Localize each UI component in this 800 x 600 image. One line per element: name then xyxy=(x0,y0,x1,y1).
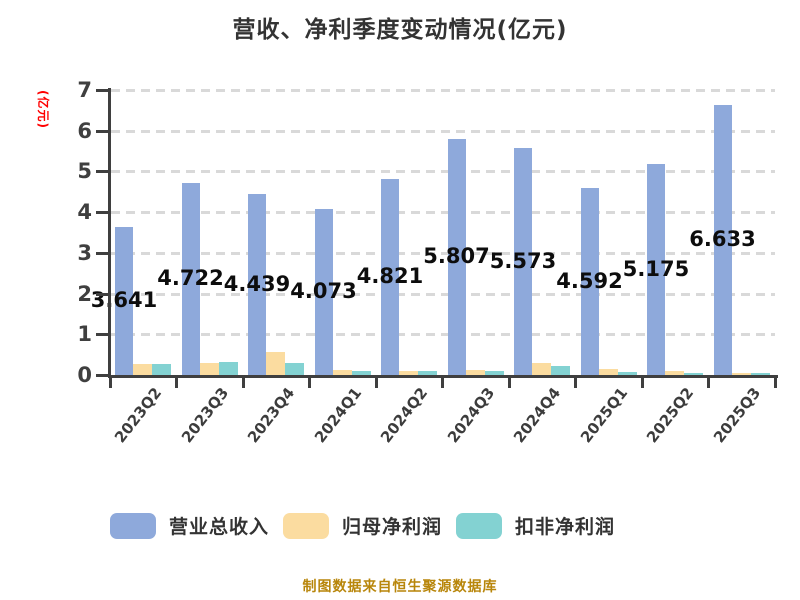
bar-营业总收入-2024Q1 xyxy=(314,209,333,375)
x-axis-tick-10 xyxy=(773,375,777,388)
value-label-2024Q2: 4.821 xyxy=(356,263,424,288)
x-category-label-2024Q2: 2024Q2 xyxy=(377,384,432,447)
bar-归母净利润-2024Q1 xyxy=(332,370,352,375)
bar-营业总收入-2024Q3 xyxy=(447,138,466,375)
x-axis-tick-2 xyxy=(241,375,245,388)
bar-扣非净利润-2024Q2 xyxy=(418,371,437,375)
x-axis-tick-8 xyxy=(640,375,644,388)
gridline-y7 xyxy=(111,89,775,92)
bar-扣非净利润-2023Q4 xyxy=(285,362,304,375)
bar-归母净利润-2024Q3 xyxy=(465,370,485,375)
y-tick-label-1: 1 xyxy=(77,322,92,347)
y-axis-line xyxy=(108,88,111,378)
y-tick-label-4: 4 xyxy=(77,200,92,225)
bar-营业总收入-2025Q3 xyxy=(713,104,732,375)
bar-扣非净利润-2023Q2 xyxy=(152,363,171,375)
x-category-label-2025Q1: 2025Q1 xyxy=(576,384,631,447)
y-axis-tick-7 xyxy=(96,89,108,92)
legend-label-revenue: 营业总收入 xyxy=(169,516,270,538)
value-label-2025Q3: 6.633 xyxy=(689,226,756,251)
value-label-2023Q3: 4.722 xyxy=(157,265,224,290)
bar-营业总收入-2023Q3 xyxy=(181,182,200,375)
bar-归母净利润-2025Q2 xyxy=(665,371,684,375)
y-tick-label-6: 6 xyxy=(77,118,92,143)
data-source-note: 制图数据来自恒生聚源数据库 xyxy=(302,579,498,595)
gridline-y5 xyxy=(111,170,775,174)
value-label-2025Q1: 4.592 xyxy=(556,268,623,293)
bar-营业总收入-2025Q2 xyxy=(647,164,665,375)
bar-归母净利润-2023Q3 xyxy=(199,362,219,375)
value-label-2024Q3: 5.807 xyxy=(423,243,490,268)
bar-扣非净利润-2025Q1 xyxy=(617,372,637,375)
x-axis-tick-3 xyxy=(308,375,311,388)
gridline-y3 xyxy=(111,251,775,255)
x-axis-tick-1 xyxy=(175,375,178,388)
x-category-label-2024Q3: 2024Q3 xyxy=(443,384,498,447)
bar-扣非净利润-2023Q3 xyxy=(218,362,238,375)
x-axis-line xyxy=(108,375,778,378)
y-axis-tick-0 xyxy=(96,374,108,377)
bar-营业总收入-2024Q4 xyxy=(514,148,532,375)
legend-label-net-profit: 归母净利润 xyxy=(341,516,442,538)
value-label-2024Q4: 5.573 xyxy=(489,248,557,273)
value-label-2024Q1: 4.073 xyxy=(290,279,357,304)
y-axis-tick-1 xyxy=(96,333,108,337)
x-category-label-2024Q1: 2024Q1 xyxy=(310,384,365,447)
deducted-profit-series-swatch xyxy=(455,512,502,539)
x-axis-tick-9 xyxy=(707,375,710,388)
bar-扣非净利润-2024Q1 xyxy=(351,371,371,375)
y-axis-tick-3 xyxy=(96,251,108,255)
x-category-label-2023Q2: 2023Q2 xyxy=(111,384,166,447)
bar-归母净利润-2023Q4 xyxy=(266,351,285,375)
y-tick-label-2: 2 xyxy=(77,281,92,306)
revenue-series-swatch xyxy=(110,512,156,539)
net-profit-series-swatch xyxy=(282,512,329,539)
legend: 营业总收入 归母净利润 扣非净利润 xyxy=(110,512,615,539)
x-axis-tick-0 xyxy=(108,375,112,388)
bar-扣非净利润-2024Q4 xyxy=(551,366,570,375)
bar-扣非净利润-2024Q3 xyxy=(484,370,504,375)
x-category-label-2025Q3: 2025Q3 xyxy=(709,384,764,447)
bar-归母净利润-2025Q3 xyxy=(731,372,751,375)
legend-item-net-profit: 归母净利润 xyxy=(282,512,442,539)
x-category-label-2023Q3: 2023Q3 xyxy=(177,384,232,447)
value-label-2025Q2: 5.175 xyxy=(622,256,690,281)
bar-营业总收入-2024Q2 xyxy=(381,178,399,375)
bar-归母净利润-2024Q2 xyxy=(399,370,418,375)
bar-归母净利润-2025Q1 xyxy=(598,368,618,375)
value-label-2023Q2: 3.641 xyxy=(90,287,158,312)
bar-扣非净利润-2025Q3 xyxy=(750,373,770,375)
legend-label-deducted-profit: 扣非净利润 xyxy=(514,516,615,538)
bar-归母净利润-2024Q4 xyxy=(532,362,551,375)
gridline-y6 xyxy=(111,129,775,133)
x-axis-tick-4 xyxy=(374,375,378,388)
x-axis-tick-5 xyxy=(441,375,444,388)
chart-title: 营收、净利季度变动情况(亿元) xyxy=(232,17,568,43)
gridline-y1 xyxy=(111,333,775,337)
gridline-y4 xyxy=(111,211,775,215)
y-tick-label-0: 0 xyxy=(77,363,92,387)
bar-营业总收入-2023Q2 xyxy=(115,226,133,375)
y-axis-tick-5 xyxy=(96,170,108,174)
x-category-label-2025Q2: 2025Q2 xyxy=(643,384,698,447)
y-tick-label-5: 5 xyxy=(77,159,92,184)
y-tick-label-7: 7 xyxy=(77,78,92,102)
y-axis-tick-6 xyxy=(96,129,108,133)
bar-营业总收入-2025Q1 xyxy=(580,188,599,375)
y-tick-label-3: 3 xyxy=(77,240,92,265)
x-axis-tick-6 xyxy=(507,375,511,388)
x-category-label-2024Q4: 2024Q4 xyxy=(510,384,565,447)
legend-item-deducted-profit: 扣非净利润 xyxy=(455,512,615,539)
bar-营业总收入-2023Q4 xyxy=(248,194,266,375)
bar-归母净利润-2023Q2 xyxy=(133,363,152,375)
y-axis-tick-2 xyxy=(96,292,108,296)
value-label-2023Q4: 4.439 xyxy=(223,271,291,296)
x-axis-tick-7 xyxy=(574,375,577,388)
legend-item-revenue: 营业总收入 xyxy=(110,512,269,539)
gridline-y2 xyxy=(111,292,775,296)
x-category-label-2023Q4: 2023Q4 xyxy=(244,384,299,447)
bar-扣非净利润-2025Q2 xyxy=(684,372,703,375)
y-axis-tick-4 xyxy=(96,211,108,215)
